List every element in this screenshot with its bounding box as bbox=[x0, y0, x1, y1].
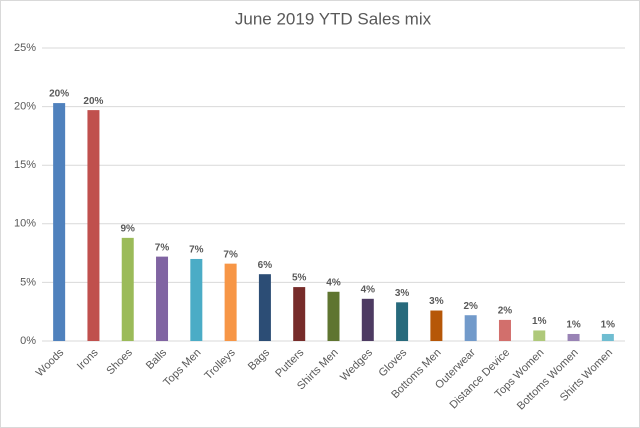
bar bbox=[361, 298, 374, 341]
value-label: 2% bbox=[498, 306, 513, 317]
bar bbox=[53, 103, 66, 341]
bar bbox=[190, 258, 203, 341]
bar bbox=[327, 291, 340, 341]
value-label: 7% bbox=[223, 249, 238, 260]
bar bbox=[430, 310, 443, 341]
value-label: 5% bbox=[292, 273, 307, 284]
bar bbox=[258, 274, 271, 341]
bar bbox=[293, 287, 306, 341]
bar bbox=[224, 263, 237, 341]
value-label: 6% bbox=[258, 260, 273, 271]
value-label: 3% bbox=[429, 296, 444, 307]
bar bbox=[567, 333, 580, 341]
value-label: 1% bbox=[532, 316, 547, 327]
y-tick-label: 20% bbox=[14, 101, 36, 113]
chart-title: June 2019 YTD Sales mix bbox=[235, 9, 432, 28]
value-label: 1% bbox=[566, 320, 581, 331]
y-tick-label: 15% bbox=[14, 159, 36, 171]
bar bbox=[396, 302, 409, 341]
value-label: 7% bbox=[155, 242, 170, 253]
value-label: 20% bbox=[49, 89, 69, 100]
bar bbox=[498, 319, 511, 341]
value-label: 20% bbox=[83, 96, 103, 107]
bar bbox=[121, 237, 134, 341]
y-tick-label: 5% bbox=[20, 276, 36, 288]
y-tick-label: 0% bbox=[20, 335, 36, 347]
bar bbox=[156, 256, 169, 341]
y-tick-label: 10% bbox=[14, 218, 36, 230]
value-label: 1% bbox=[601, 320, 616, 331]
bar bbox=[601, 333, 614, 341]
bar bbox=[464, 315, 477, 341]
value-label: 4% bbox=[326, 277, 341, 288]
value-label: 9% bbox=[121, 224, 136, 235]
bar bbox=[533, 330, 546, 341]
value-label: 3% bbox=[395, 288, 410, 299]
value-label: 2% bbox=[463, 301, 478, 312]
value-label: 7% bbox=[189, 245, 204, 256]
bar bbox=[87, 110, 100, 341]
value-label: 4% bbox=[361, 284, 376, 295]
y-tick-label: 25% bbox=[14, 42, 36, 54]
